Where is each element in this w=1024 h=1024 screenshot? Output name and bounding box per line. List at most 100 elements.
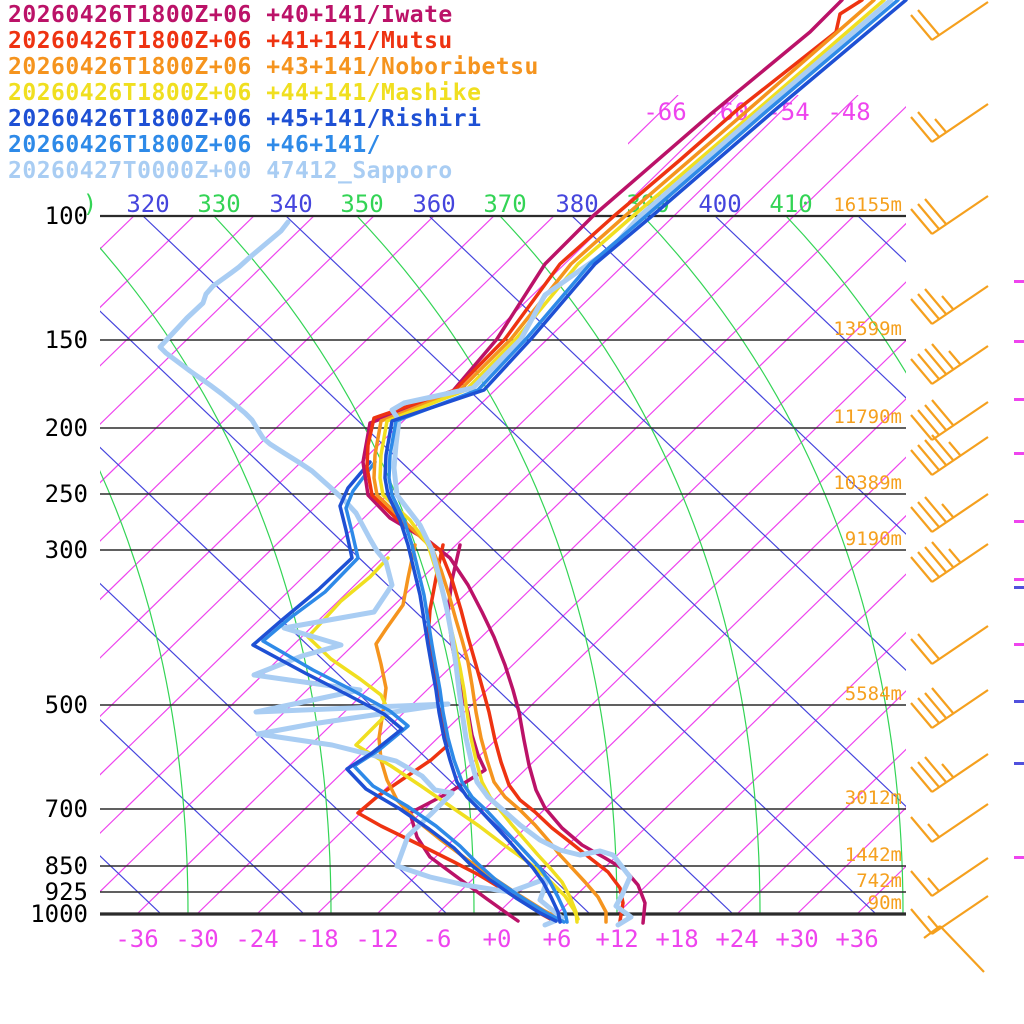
height-label: 5584m (845, 683, 902, 705)
isotherm-line (676, 690, 906, 914)
theta-label: 320 (126, 190, 169, 218)
barb-staff (931, 493, 989, 533)
trace-mutsu-temp (365, 0, 864, 923)
barb-staff (931, 345, 989, 385)
upper-isotherm-label: -66 (643, 98, 686, 126)
barb-staff (931, 689, 989, 729)
barb-feather (910, 14, 933, 41)
dry-adiabat-line (714, 216, 906, 399)
sounding-header: 20260426T1800Z+06 +40+141/Iwate 20260426… (8, 2, 539, 184)
height-label: 13599m (833, 318, 902, 340)
barb-feather (917, 293, 940, 320)
header-line-rishiri: 20260426T1800Z+06 +45+141/Rishiri (8, 106, 482, 132)
isotherm-line (496, 514, 906, 914)
dry-adiabat-line (285, 216, 906, 808)
barb-half-feather (927, 877, 940, 892)
barb-feather (924, 496, 947, 523)
wind-barb (910, 343, 989, 385)
barb-half-feather (948, 350, 961, 365)
edge-tick (1014, 280, 1024, 283)
edge-tick (1014, 520, 1024, 523)
barb-feather (917, 761, 940, 788)
temperature-label: -30 (175, 925, 218, 953)
isotherm-line (796, 807, 906, 914)
wind-barb (910, 625, 989, 665)
barb-feather (917, 353, 940, 380)
barb-staff (931, 103, 989, 143)
barb-feather (924, 288, 947, 315)
barb-feather (910, 702, 933, 729)
barb-feather (931, 343, 954, 370)
isotherm-line (136, 216, 855, 914)
isotherm-line (100, 216, 795, 893)
barb-staff (931, 753, 989, 793)
barb-feather (917, 203, 940, 230)
temperature-label: +30 (775, 925, 818, 953)
barb-staff (931, 1, 989, 41)
barb-staff (931, 803, 989, 843)
theta-label: 370 (483, 190, 526, 218)
header-line-noboribetsu: 20260426T1800Z+06 +43+141/Noboribetsu (8, 54, 539, 80)
isotherm-line-upper (628, 95, 679, 145)
isotherm-line-upper (733, 95, 859, 216)
dry-adiabat-line (571, 216, 906, 535)
barb-staff (931, 436, 989, 476)
barb-half-feather (948, 548, 961, 563)
edge-tick (1014, 762, 1024, 765)
header-line-46141: 20260426T1800Z+06 +46+141/ (8, 132, 382, 158)
barb-feather (910, 449, 933, 476)
upper-isotherm-label: -48 (827, 98, 870, 126)
temperature-label: -6 (423, 925, 452, 953)
grid-layer (100, 216, 1024, 914)
barb-feather (910, 358, 933, 385)
moist-adiabat-line (100, 247, 332, 914)
isotherm-line (100, 216, 315, 426)
isotherm-line-upper (628, 95, 739, 204)
isotherm-line-upper (673, 95, 799, 216)
barb-feather (917, 409, 940, 436)
isotherm-line (436, 456, 906, 914)
pressure-label: 150 (45, 326, 88, 354)
height-label: 9190m (845, 528, 902, 550)
barb-half-feather (927, 823, 940, 838)
isotherm-line (736, 748, 906, 914)
temperature-label: -24 (235, 925, 278, 953)
theta-label: ) (83, 190, 97, 218)
pressure-label: 700 (45, 795, 88, 823)
barb-feather (910, 556, 933, 583)
isotherm-line (556, 573, 906, 914)
barb-feather (917, 551, 940, 578)
isotherm-line (100, 216, 135, 250)
edge-tick (1014, 856, 1024, 859)
isotherm-line (100, 216, 435, 542)
barb-feather (924, 348, 947, 375)
wind-barb (910, 541, 989, 583)
moist-adiabat-line (642, 216, 904, 914)
height-label: 16155m (833, 194, 902, 216)
barb-staff (931, 895, 989, 935)
temperature-label: +36 (835, 925, 878, 953)
barb-feather (910, 506, 933, 533)
wind-barb (910, 285, 989, 325)
barb-feather (924, 404, 947, 431)
barb-half-feather (941, 503, 954, 518)
temperature-label: +18 (655, 925, 698, 953)
wind-barb (910, 753, 989, 793)
theta-label: 330 (197, 190, 240, 218)
dry-adiabat-line (100, 310, 734, 914)
barb-feather (910, 208, 933, 235)
trace-rishiri-dew (251, 460, 558, 923)
wind-barb (910, 434, 989, 476)
isotherm-line (256, 281, 906, 914)
moist-adiabat-line (929, 216, 1024, 914)
header-line-mutsu: 20260426T1800Z+06 +41+141/Mutsu (8, 28, 453, 54)
barb-feather (924, 756, 947, 783)
barb-feather (917, 444, 940, 471)
trace-mutsu-dew (356, 543, 556, 923)
trace-noboribetsu-temp (372, 0, 876, 924)
temperature-label: -36 (115, 925, 158, 953)
edge-tick (1014, 398, 1024, 401)
theta-label: 410 (769, 190, 812, 218)
trace-rishiri-temp (383, 0, 908, 924)
height-label: 90m (868, 892, 902, 914)
